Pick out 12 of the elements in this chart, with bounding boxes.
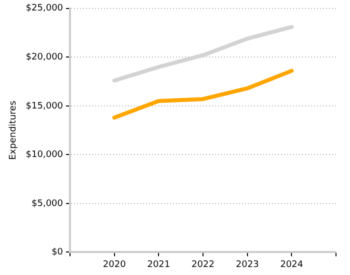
y-tick-label: $0 — [52, 248, 64, 258]
y-tick-label: $10,000 — [26, 150, 64, 160]
x-tick-label: 2024 — [280, 260, 304, 270]
y-axis-title: Expenditures — [8, 100, 19, 160]
y-tick-label: $5,000 — [32, 198, 64, 209]
y-tick-label: $25,000 — [26, 4, 64, 14]
y-tick-label: $15,000 — [26, 101, 64, 112]
x-tick-label: 2023 — [236, 260, 259, 270]
x-tick-label: 2020 — [102, 260, 126, 270]
x-tick-label: 2021 — [147, 260, 170, 270]
x-tick-label: 2022 — [192, 260, 214, 270]
y-tick-label: $20,000 — [26, 52, 64, 63]
